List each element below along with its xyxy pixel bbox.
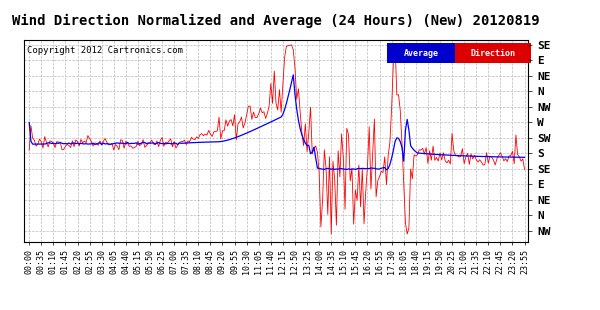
Text: Wind Direction Normalized and Average (24 Hours) (New) 20120819: Wind Direction Normalized and Average (2… xyxy=(12,14,540,28)
Bar xyxy=(455,43,530,64)
Bar xyxy=(387,43,455,64)
Text: Copyright 2012 Cartronics.com: Copyright 2012 Cartronics.com xyxy=(26,46,182,55)
Text: Average: Average xyxy=(403,49,439,58)
Text: Direction: Direction xyxy=(470,49,515,58)
